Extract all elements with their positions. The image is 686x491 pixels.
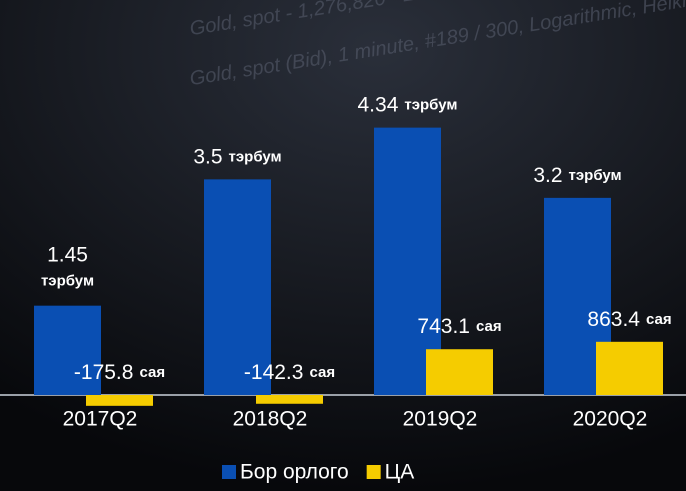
value: 863.4 <box>587 307 640 330</box>
bar <box>86 395 153 406</box>
unit: тэрбум <box>404 97 457 114</box>
x-tick-label: 2017Q2 <box>63 408 138 431</box>
data-label: 743.1 сая <box>417 315 501 338</box>
value: -175.8 <box>74 361 134 384</box>
bar <box>204 179 271 395</box>
bar <box>426 349 493 395</box>
value: 3.5 <box>193 145 222 168</box>
data-label: 863.4 сая <box>587 307 671 330</box>
value: 743.1 <box>417 315 470 338</box>
data-label: 3.2 тэрбум <box>533 163 621 186</box>
unit: тэрбум <box>41 273 94 290</box>
value: 3.2 <box>533 163 562 186</box>
x-tick-label: 2018Q2 <box>233 408 308 431</box>
value: 1.45 <box>47 243 88 266</box>
legend-swatch <box>366 465 381 479</box>
data-label: 1.45 тэрбум <box>41 243 94 289</box>
unit: тэрбум <box>569 167 622 184</box>
data-label: 3.5 тэрбум <box>193 145 281 168</box>
legend-label: Бор орлого <box>240 461 349 484</box>
data-label: -142.3 сая <box>244 361 335 384</box>
unit: сая <box>309 364 335 381</box>
bar <box>256 395 323 404</box>
data-label: -175.8 сая <box>74 361 165 384</box>
legend-swatch <box>222 465 236 479</box>
unit: сая <box>476 318 502 335</box>
x-tick-label: 2019Q2 <box>403 408 478 431</box>
x-tick-label: 2020Q2 <box>573 408 648 431</box>
value: 4.34 <box>358 93 399 116</box>
unit: тэрбум <box>229 148 282 165</box>
bar <box>34 305 101 395</box>
unit: сая <box>139 364 165 381</box>
unit: сая <box>646 311 672 328</box>
legend-label: ЦА <box>385 461 415 484</box>
bar <box>596 341 663 395</box>
value: -142.3 <box>244 361 304 384</box>
data-label: 4.34 тэрбум <box>358 93 458 116</box>
